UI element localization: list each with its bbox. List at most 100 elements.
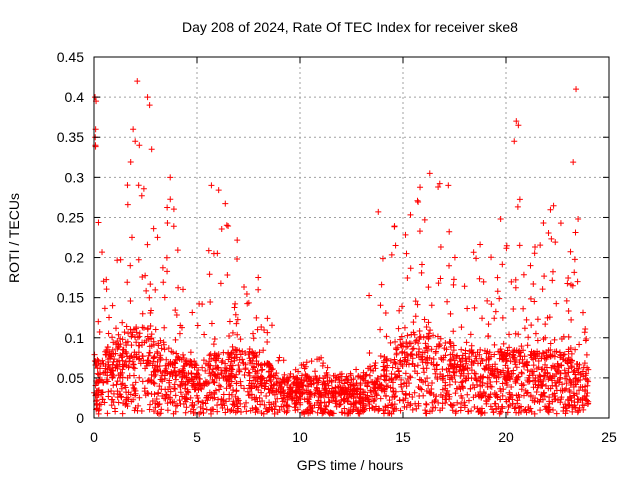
- data-point: [264, 329, 271, 336]
- data-point: [437, 391, 444, 398]
- data-point: [243, 408, 250, 415]
- data-point: [560, 356, 567, 363]
- data-point: [528, 352, 535, 359]
- data-point: [470, 249, 477, 256]
- data-point: [388, 251, 395, 258]
- data-point: [360, 373, 367, 380]
- data-point: [136, 355, 143, 362]
- data-point: [446, 262, 453, 269]
- data-point: [565, 396, 572, 403]
- data-point: [220, 400, 227, 406]
- data-point: [556, 376, 563, 383]
- data-point: [177, 383, 184, 390]
- data-point: [154, 367, 161, 374]
- data-point: [102, 348, 109, 355]
- data-point: [302, 363, 309, 370]
- data-point: [122, 339, 129, 346]
- data-point: [195, 371, 202, 378]
- data-point: [208, 182, 215, 189]
- data-point: [531, 298, 538, 305]
- data-point: [234, 316, 241, 323]
- data-point: [415, 348, 422, 355]
- data-point: [289, 387, 296, 394]
- data-point: [483, 400, 490, 407]
- data-point: [510, 349, 517, 356]
- data-point: [105, 330, 112, 337]
- data-point: [399, 388, 406, 395]
- data-point: [200, 357, 207, 364]
- data-point: [446, 381, 453, 388]
- data-point: [520, 305, 527, 312]
- data-point: [229, 343, 236, 350]
- data-point: [576, 341, 583, 348]
- data-point: [391, 356, 398, 363]
- data-point: [580, 406, 587, 413]
- y-tick-label: 0.1: [65, 330, 85, 346]
- data-point: [123, 396, 130, 403]
- data-point: [483, 356, 490, 363]
- data-point: [335, 390, 342, 397]
- data-point: [541, 389, 548, 396]
- data-point: [188, 376, 195, 383]
- data-point: [381, 373, 388, 380]
- data-point: [513, 364, 520, 371]
- data-point: [322, 386, 329, 393]
- data-point: [211, 336, 218, 343]
- data-point: [258, 382, 265, 389]
- data-point: [96, 328, 103, 335]
- data-point: [534, 316, 541, 323]
- data-point: [563, 407, 570, 414]
- data-point: [157, 410, 164, 417]
- data-point: [316, 391, 323, 398]
- data-point: [484, 297, 491, 304]
- data-point: [458, 370, 465, 377]
- data-point: [164, 268, 171, 275]
- data-point: [568, 397, 575, 404]
- data-point: [170, 206, 177, 213]
- data-point: [503, 245, 510, 252]
- data-point: [488, 301, 495, 308]
- data-point: [252, 396, 259, 403]
- data-point: [535, 378, 542, 385]
- data-point: [569, 408, 576, 415]
- data-point: [165, 345, 172, 352]
- data-point: [540, 377, 547, 384]
- data-point: [314, 379, 321, 386]
- data-point: [541, 393, 548, 400]
- data-point: [150, 379, 157, 386]
- data-point: [233, 388, 240, 395]
- data-point: [532, 330, 539, 337]
- data-point: [235, 367, 242, 374]
- data-point: [291, 393, 298, 400]
- data-point: [453, 385, 460, 392]
- data-point: [275, 357, 282, 364]
- data-point: [258, 389, 265, 396]
- data-point: [430, 332, 437, 339]
- data-point: [539, 383, 546, 390]
- data-point: [105, 388, 112, 395]
- data-point: [165, 386, 172, 393]
- data-point: [553, 348, 560, 355]
- data-point: [485, 333, 492, 340]
- data-point: [155, 390, 162, 397]
- data-point: [325, 382, 332, 389]
- data-point: [152, 286, 159, 293]
- data-point: [122, 348, 129, 355]
- data-point: [544, 370, 551, 377]
- data-point: [392, 345, 399, 352]
- data-point: [412, 400, 419, 407]
- data-point: [250, 330, 257, 337]
- data-point: [508, 384, 515, 391]
- data-point: [487, 403, 494, 410]
- data-point: [474, 381, 481, 388]
- data-point: [507, 376, 514, 383]
- data-point: [447, 340, 454, 347]
- data-point: [161, 324, 168, 331]
- data-point: [464, 391, 471, 398]
- data-point: [450, 401, 457, 408]
- data-point: [138, 342, 145, 349]
- data-point: [113, 381, 120, 388]
- data-point: [224, 272, 231, 279]
- data-point: [132, 138, 139, 145]
- data-point: [215, 364, 222, 371]
